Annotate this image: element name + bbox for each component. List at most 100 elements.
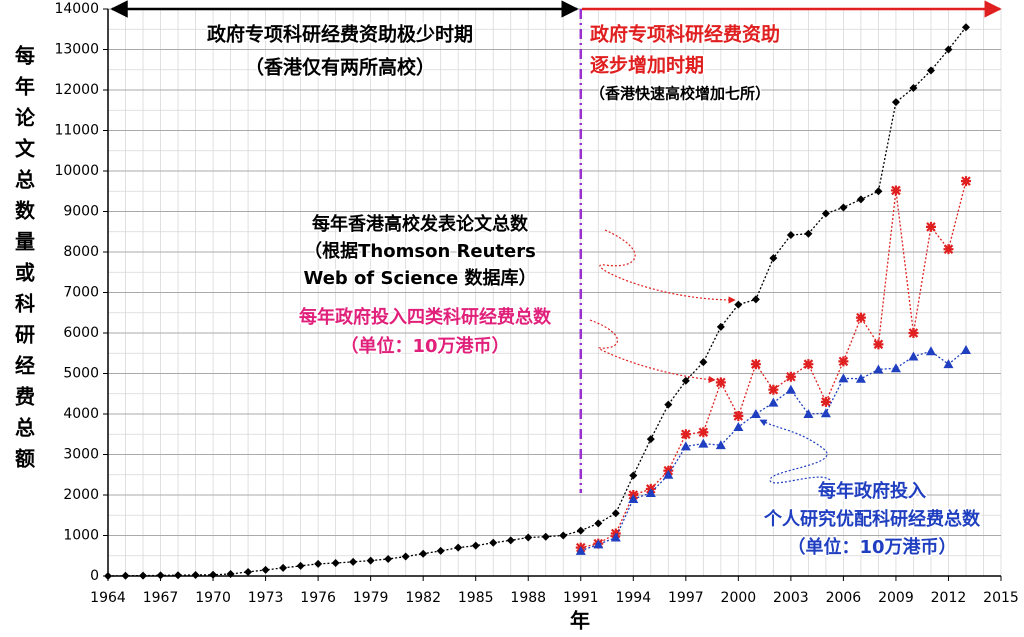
data-point bbox=[856, 195, 865, 204]
data-point bbox=[821, 209, 830, 218]
data-point bbox=[873, 339, 884, 350]
y-tick-label: 12000 bbox=[54, 82, 99, 98]
x-tick-label: 1964 bbox=[90, 590, 126, 606]
data-point bbox=[785, 371, 796, 382]
x-tick-label: 2012 bbox=[931, 590, 967, 606]
data-point bbox=[804, 229, 813, 238]
x-tick-label: 1988 bbox=[510, 590, 546, 606]
data-point bbox=[890, 363, 901, 373]
data-point bbox=[943, 244, 954, 255]
data-point bbox=[785, 384, 796, 394]
y-axis-label: 每年论文总数量或科研经费总额 bbox=[12, 44, 36, 479]
x-tick-label: 1982 bbox=[405, 590, 441, 606]
data-point bbox=[733, 421, 744, 431]
x-tick-label: 1994 bbox=[615, 590, 651, 606]
data-point bbox=[838, 356, 849, 367]
data-point bbox=[891, 98, 900, 107]
y-tick-label: 1000 bbox=[63, 528, 99, 544]
x-axis-label: 年 bbox=[570, 609, 590, 633]
data-point bbox=[925, 221, 936, 232]
annotation: （根据Thomson Reuters bbox=[304, 240, 536, 262]
data-point bbox=[838, 373, 849, 383]
data-point bbox=[506, 536, 515, 545]
annotation: （香港快速高校增加七所） bbox=[590, 85, 770, 103]
data-point bbox=[244, 567, 253, 576]
annotation: 逐步增加时期 bbox=[590, 54, 704, 77]
callout-arrow bbox=[589, 319, 716, 384]
data-point bbox=[646, 435, 655, 444]
data-point bbox=[121, 571, 130, 580]
annotation: 每年政府投入 bbox=[818, 480, 926, 502]
x-tick-label: 2015 bbox=[983, 590, 1019, 606]
data-point bbox=[715, 377, 726, 388]
data-point bbox=[366, 556, 375, 565]
data-point bbox=[139, 571, 148, 580]
data-point bbox=[925, 346, 936, 356]
data-point bbox=[803, 409, 814, 418]
data-point bbox=[174, 571, 183, 580]
y-tick-label: 6000 bbox=[63, 325, 99, 341]
x-tick-label: 2009 bbox=[878, 590, 914, 606]
annotation: Web of Science 数据库） bbox=[303, 267, 536, 289]
data-point bbox=[733, 411, 744, 422]
data-point bbox=[769, 254, 778, 263]
data-point bbox=[384, 554, 393, 563]
y-tick-label: 11000 bbox=[54, 123, 99, 139]
data-point bbox=[314, 559, 323, 568]
data-point bbox=[629, 471, 638, 480]
data-point bbox=[890, 185, 901, 196]
data-point bbox=[698, 427, 709, 438]
data-point bbox=[436, 546, 445, 555]
x-tick-label: 1979 bbox=[353, 590, 389, 606]
x-tick-label: 1967 bbox=[143, 590, 179, 606]
data-point bbox=[611, 509, 620, 518]
data-point bbox=[524, 533, 533, 542]
y-tick-label: 7000 bbox=[63, 285, 99, 301]
y-tick-label: 13000 bbox=[54, 42, 99, 58]
y-tick-label: 10000 bbox=[54, 163, 99, 179]
data-point bbox=[943, 359, 954, 369]
data-point bbox=[944, 45, 953, 54]
data-point bbox=[699, 358, 708, 367]
data-point bbox=[855, 312, 866, 323]
y-tick-label: 8000 bbox=[63, 244, 99, 260]
data-point bbox=[803, 359, 814, 370]
data-point bbox=[680, 441, 691, 451]
x-tick-label: 1976 bbox=[300, 590, 336, 606]
data-point bbox=[104, 572, 112, 580]
annotation: 个人研究优配科研经费总数 bbox=[763, 508, 981, 530]
data-point bbox=[768, 384, 779, 395]
data-point bbox=[331, 559, 340, 568]
data-point bbox=[839, 203, 848, 212]
y-tick-label: 0 bbox=[90, 568, 99, 584]
y-tick-label: 3000 bbox=[63, 447, 99, 463]
data-point bbox=[156, 571, 165, 580]
annotation: （单位：10万港币） bbox=[340, 335, 509, 357]
data-point bbox=[750, 409, 761, 418]
data-point bbox=[909, 83, 918, 92]
data-point bbox=[786, 230, 795, 239]
data-point bbox=[296, 561, 305, 570]
data-point bbox=[768, 397, 779, 407]
series-line bbox=[580, 180, 967, 549]
data-point bbox=[908, 328, 919, 338]
x-tick-label: 2000 bbox=[721, 590, 757, 606]
annotation: （单位：10万港币） bbox=[787, 536, 956, 558]
data-point bbox=[926, 66, 935, 75]
data-point bbox=[960, 176, 971, 187]
data-point bbox=[698, 438, 709, 448]
data-point bbox=[489, 538, 498, 547]
data-point bbox=[820, 408, 831, 418]
data-point bbox=[716, 322, 725, 331]
data-point bbox=[261, 565, 270, 574]
data-point bbox=[209, 570, 218, 579]
y-tick-label: 9000 bbox=[63, 204, 99, 220]
data-point bbox=[855, 373, 866, 383]
data-point bbox=[541, 532, 550, 541]
data-point bbox=[645, 487, 656, 497]
data-point bbox=[594, 519, 603, 528]
x-tick-label: 1997 bbox=[668, 590, 704, 606]
y-tick-label: 5000 bbox=[63, 366, 99, 382]
callout-arrow bbox=[599, 229, 736, 304]
